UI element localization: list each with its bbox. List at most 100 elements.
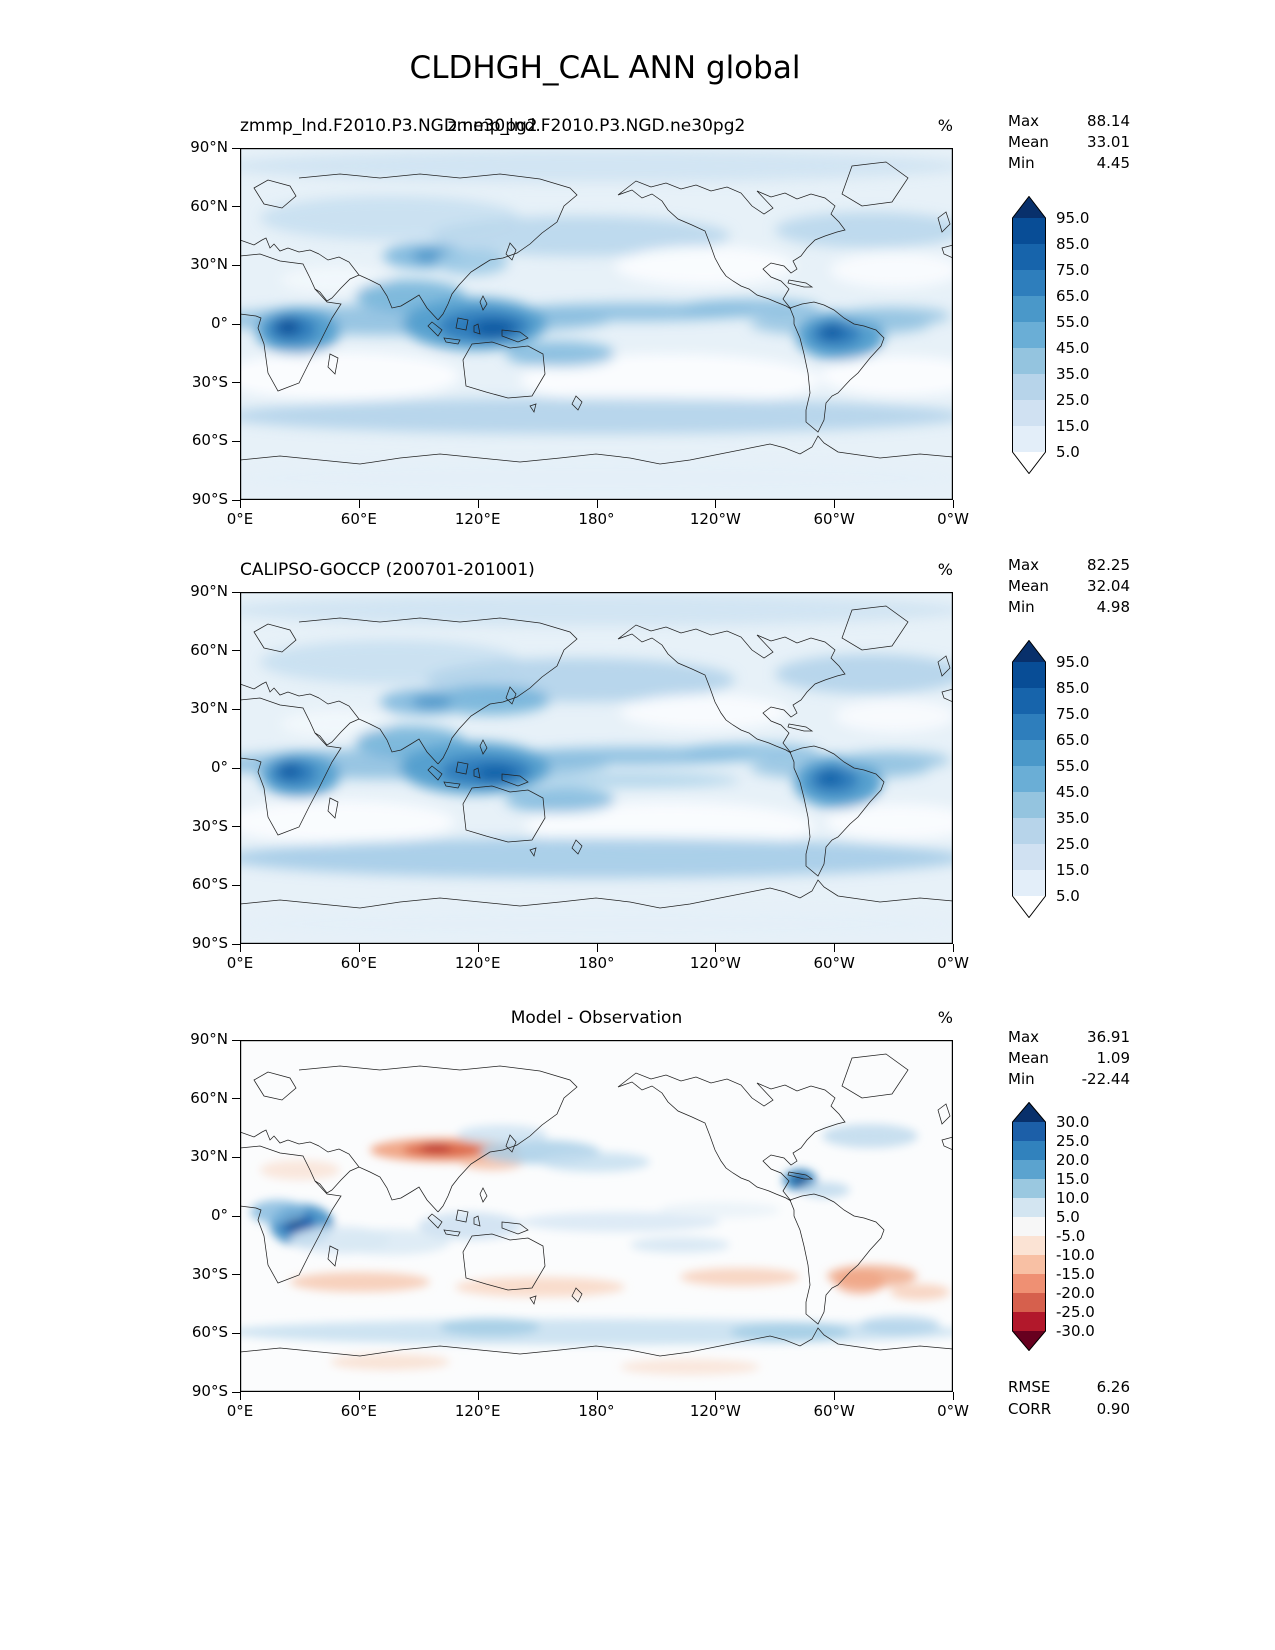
colorbar-tick-label: 65.0 [1056, 731, 1090, 749]
ytick-label: 90°S [191, 490, 228, 508]
map-frame [240, 1040, 953, 1392]
xtick-mark [953, 500, 954, 508]
colorbar-tick-label: 5.0 [1056, 443, 1080, 461]
colorbar-tick-label: 95.0 [1056, 209, 1090, 227]
stat-label-max: Max [1008, 556, 1040, 574]
stat-value-min: -22.44 [1081, 1070, 1130, 1088]
xtick-mark [953, 944, 954, 952]
xtick-mark [240, 1392, 241, 1400]
stat-value-mean: 1.09 [1096, 1049, 1130, 1067]
ytick-label: 90°S [191, 934, 228, 952]
xtick-label: 0°W [937, 1402, 969, 1420]
ytick-label: 60°N [190, 640, 228, 659]
stat-label-max: Max [1008, 1028, 1040, 1046]
colorbar-tick-label: -30.0 [1056, 1322, 1095, 1340]
xtick-mark [358, 1392, 360, 1400]
colorbar-tick-label: 55.0 [1056, 313, 1090, 331]
map-observation [240, 592, 953, 944]
colorbar-tick-label: -25.0 [1056, 1303, 1095, 1321]
colorbar-tick-label: 25.0 [1056, 835, 1090, 853]
xtick-label: 120°W [689, 510, 741, 528]
xtick-label: 0°W [937, 954, 969, 972]
ytick-mark [232, 767, 240, 769]
ytick-mark [232, 708, 240, 710]
ytick-label: 60°S [191, 431, 228, 450]
ytick-label: 90°N [190, 582, 228, 600]
xtick-label: 60°E [340, 510, 377, 528]
ytick-label: 30°N [190, 1147, 228, 1166]
stat-label-corr: CORR [1008, 1400, 1052, 1418]
panel-title-center-model: zmmp_lnd.F2010.P3.NGD.ne30pg2 [447, 116, 746, 136]
xtick-mark [715, 500, 717, 508]
stat-value-corr: 0.90 [1096, 1400, 1130, 1418]
ytick-mark [232, 591, 240, 593]
colorbar-tick-label: 30.0 [1056, 1113, 1090, 1131]
xtick-label: 120°E [454, 510, 501, 528]
xtick-mark [834, 1392, 836, 1400]
xtick-mark [834, 944, 836, 952]
xtick-label: 120°E [454, 1402, 501, 1420]
colorbar-observation [1012, 640, 1046, 918]
map-difference [240, 1040, 953, 1392]
ytick-mark [232, 499, 240, 501]
ytick-mark [232, 323, 240, 325]
colorbar-tick-label: 75.0 [1056, 261, 1090, 279]
colorbar-tick-label: 20.0 [1056, 1151, 1090, 1169]
ytick-label: 30°S [191, 1264, 228, 1283]
ytick-mark [232, 943, 240, 945]
xtick-mark [596, 944, 598, 952]
coastlines [240, 1053, 953, 1357]
colorbar-model [1012, 196, 1046, 474]
xtick-label: 0°E [226, 954, 254, 972]
colorbar-tick-label: -5.0 [1056, 1227, 1086, 1245]
ytick-label: 90°N [190, 1030, 228, 1048]
stat-value-min: 4.98 [1096, 598, 1130, 616]
ytick-mark [232, 1215, 240, 1217]
xtick-mark [477, 1392, 479, 1400]
colorbar-tick-label: 65.0 [1056, 287, 1090, 305]
ytick-mark [232, 650, 240, 652]
xtick-label: 60°W [813, 954, 855, 972]
ytick-label: 30°S [191, 372, 228, 391]
map-frame [240, 592, 953, 944]
xtick-mark [596, 1392, 598, 1400]
colorbar-tick-label: 10.0 [1056, 1189, 1090, 1207]
panel-units-observation: % [937, 560, 953, 579]
ytick-label: 60°S [191, 1323, 228, 1342]
colorbar-tick-label: 35.0 [1056, 365, 1090, 383]
xtick-label: 180° [578, 1402, 615, 1420]
ytick-label: 0° [210, 314, 228, 332]
stat-label-mean: Mean [1008, 1049, 1049, 1067]
colorbar-tick-label: 15.0 [1056, 417, 1090, 435]
ytick-label: 30°N [190, 699, 228, 718]
colorbar-tick-label: -15.0 [1056, 1265, 1095, 1283]
xtick-mark [240, 500, 241, 508]
ytick-mark [232, 1274, 240, 1276]
ytick-label: 30°S [191, 816, 228, 835]
panel-title-left-model: zmmp_lnd.F2010.P3.NGD.ne30pg2 [240, 116, 538, 136]
ytick-mark [232, 264, 240, 266]
colorbar-over-arrow [1012, 196, 1046, 218]
stat-value-rmse: 6.26 [1096, 1378, 1130, 1396]
colorbar-tick-label: 75.0 [1056, 705, 1090, 723]
ytick-label: 0° [210, 1206, 228, 1224]
xtick-label: 0°E [226, 1402, 254, 1420]
stat-label-min: Min [1008, 598, 1035, 616]
xtick-mark [477, 500, 479, 508]
colorbar-tick-label: -10.0 [1056, 1246, 1095, 1264]
colorbar-tick-label: 25.0 [1056, 391, 1090, 409]
colorbar-tick-label: 45.0 [1056, 783, 1090, 801]
xtick-mark [596, 500, 598, 508]
ytick-label: 60°N [190, 1088, 228, 1107]
stat-label-mean: Mean [1008, 577, 1049, 595]
xtick-mark [834, 500, 836, 508]
ytick-label: 90°N [190, 138, 228, 156]
xtick-mark [477, 944, 479, 952]
page-title: CLDHGH_CAL ANN global [409, 50, 801, 86]
xtick-mark [715, 1392, 717, 1400]
xtick-label: 0°E [226, 510, 254, 528]
ytick-mark [232, 206, 240, 208]
panel-title-left-observation: CALIPSO-GOCCP (200701-201001) [240, 560, 535, 580]
ytick-mark [232, 1098, 240, 1100]
colorbar-tick-label: 45.0 [1056, 339, 1090, 357]
